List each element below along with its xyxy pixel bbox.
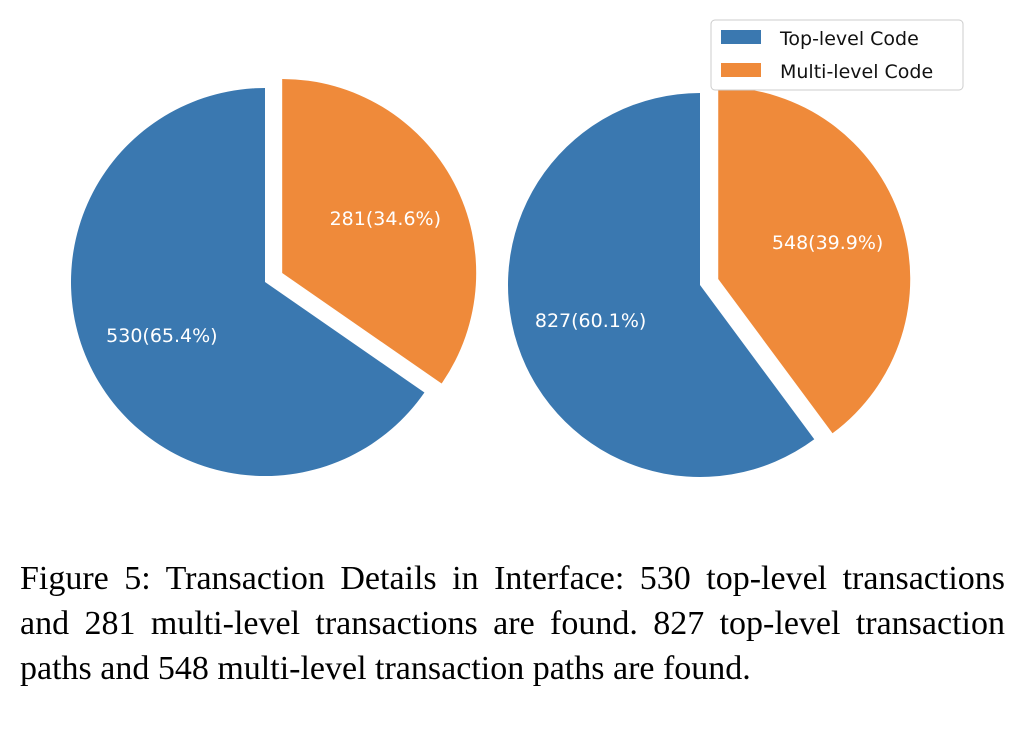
- legend-swatch-multi-level: [721, 63, 761, 77]
- figure-area: 530(65.4%) 281(34.6%) 827(60.1%) 548(39.9%…: [70, 19, 964, 477]
- slice-label-top-level: 530(65.4%): [106, 325, 217, 347]
- slice-multi-level: [718, 86, 911, 434]
- figure-caption: Figure 5: Transaction Details in Interfa…: [20, 560, 1005, 687]
- slice-top-level: [508, 93, 815, 477]
- slice-label-multi-level: 281(34.6%): [330, 208, 441, 230]
- slice-label-multi-level: 548(39.9%): [772, 232, 883, 254]
- slice-label-top-level: 827(60.1%): [535, 310, 646, 332]
- pie-charts: 530(65.4%) 281(34.6%) 827(60.1%) 548(39.9%…: [70, 19, 964, 477]
- slice-multi-level: [282, 79, 477, 384]
- legend-swatch-top-level: [721, 30, 761, 44]
- legend-label-top-level: Top-level Code: [779, 28, 919, 50]
- pie-chart-transaction-paths: 827(60.1%) 548(39.9%): [508, 86, 911, 477]
- legend: Top-level Code Multi-level Code: [710, 19, 964, 91]
- pie-chart-transactions: 530(65.4%) 281(34.6%): [70, 79, 477, 476]
- legend-label-multi-level: Multi-level Code: [780, 61, 933, 83]
- slice-top-level: [70, 88, 425, 476]
- legend-frame: [710, 19, 964, 91]
